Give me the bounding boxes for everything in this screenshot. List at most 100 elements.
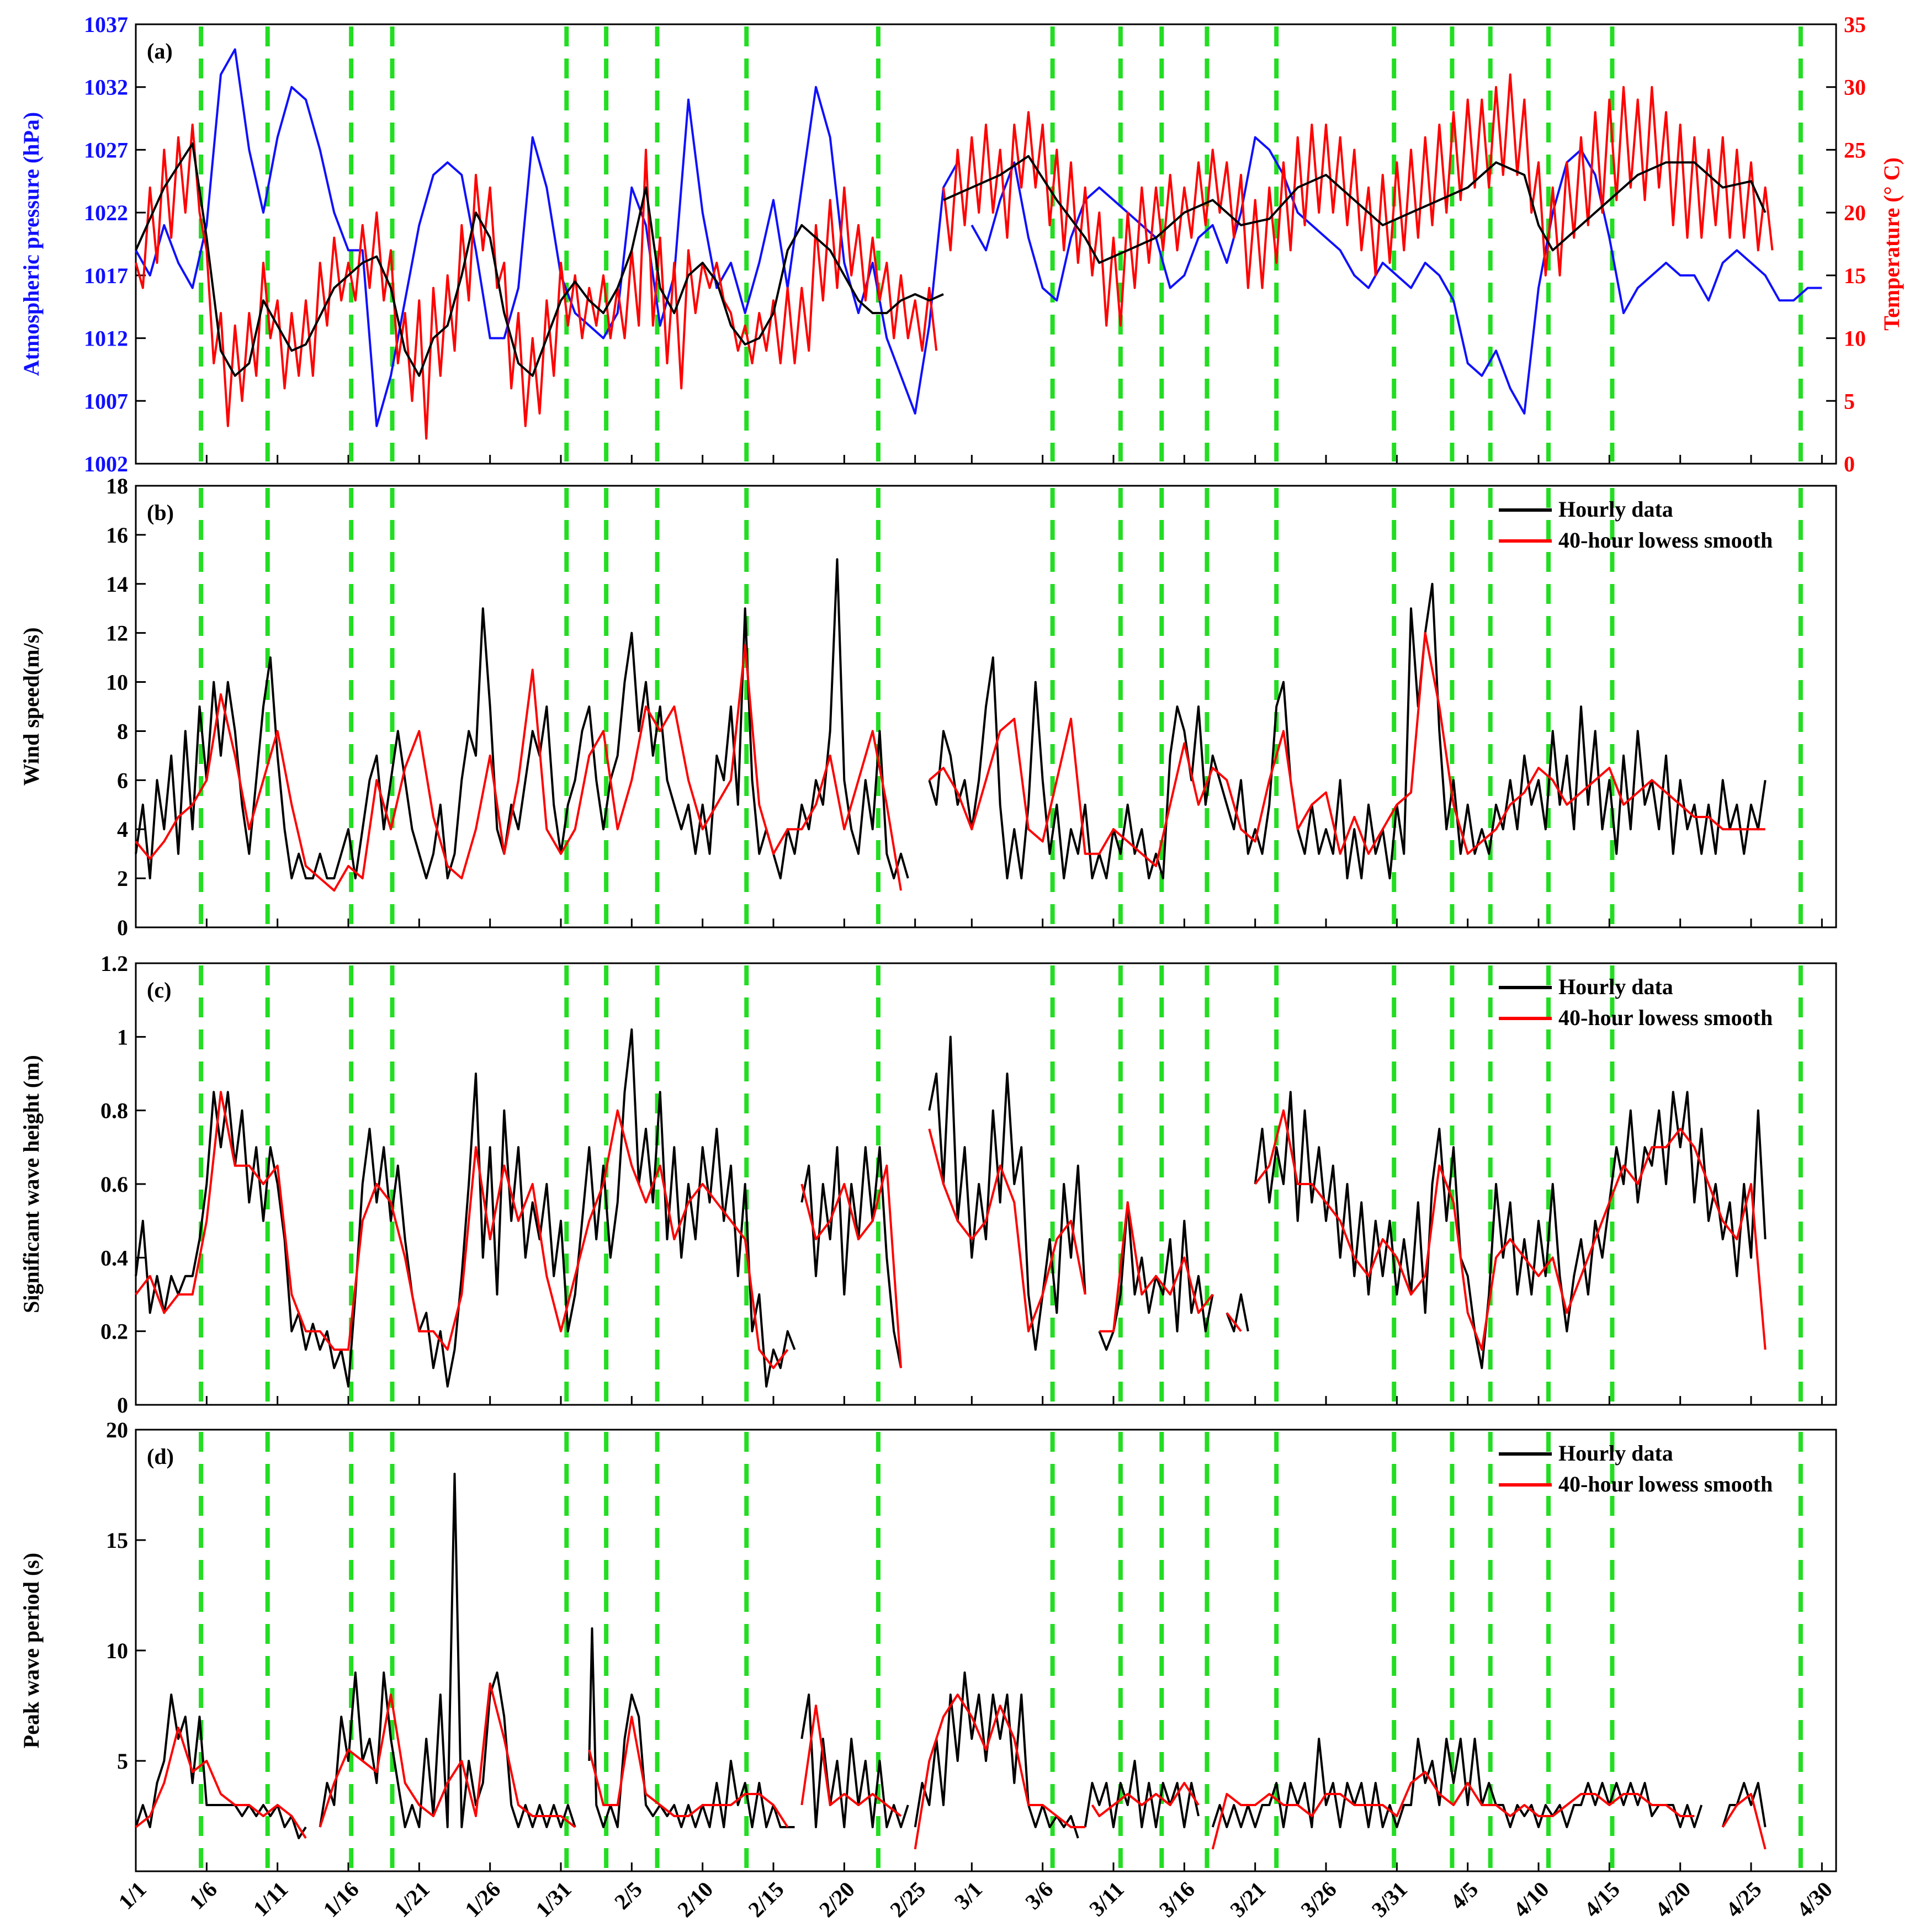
x-tick-label: 3/11 — [1084, 1877, 1129, 1922]
series-line — [588, 1627, 795, 1828]
y-tick-label: 6 — [117, 768, 128, 793]
y-tick-label: 5 — [117, 1749, 128, 1774]
y-tick-label: 1032 — [84, 75, 128, 100]
x-tick-label: 4/10 — [1508, 1877, 1553, 1922]
series-line — [319, 1473, 576, 1828]
x-tick-label: 4/15 — [1579, 1877, 1625, 1922]
panel-label: (b) — [147, 500, 174, 525]
y-tick-label: 20 — [106, 1418, 128, 1442]
y-axis-label: Significant wave height (m) — [19, 1055, 44, 1313]
series-line — [1226, 1312, 1242, 1332]
x-tick-label: 4/5 — [1445, 1877, 1483, 1914]
y-tick-label: 12 — [106, 621, 128, 646]
y-tick-label: 18 — [106, 474, 128, 498]
series-line — [800, 1146, 902, 1368]
x-tick-label: 3/16 — [1154, 1877, 1200, 1922]
y-right-tick-label: 20 — [1844, 200, 1866, 225]
x-tick-label: 2/20 — [814, 1877, 860, 1922]
x-tick-label: 3/21 — [1225, 1877, 1270, 1922]
x-tick-label: 3/1 — [950, 1877, 987, 1914]
y-tick-label: 0 — [117, 1393, 128, 1418]
panel-c: 0 0.2 0.4 0.6 0.8 1 1.2 Significant wave height… — [19, 951, 1837, 1418]
x-tick-label: 1/1 — [114, 1877, 151, 1914]
y-right-tick-label: 5 — [1844, 389, 1855, 413]
x-tick-label: 4/20 — [1650, 1877, 1695, 1922]
y-tick-label: 0 — [117, 915, 128, 940]
series-line — [970, 136, 1822, 415]
y-tick-label: 0.8 — [100, 1098, 128, 1123]
x-tick-label: 3/26 — [1296, 1877, 1341, 1922]
y-axis-label: Atmospheric pressure (hPa) — [19, 112, 44, 376]
x-tick-label: 3/6 — [1020, 1877, 1058, 1914]
series-line — [1254, 1091, 1767, 1370]
y-tick-label: 0.6 — [100, 1172, 128, 1197]
y-tick-label: 8 — [117, 719, 128, 744]
series-line — [135, 1091, 789, 1370]
series-line — [800, 1164, 902, 1368]
y-tick-label: 1012 — [84, 326, 128, 351]
series-line — [135, 644, 902, 892]
series-line — [135, 1727, 307, 1839]
series-line — [135, 1694, 307, 1839]
series-line — [1211, 1738, 1703, 1828]
x-tick-label: 1/21 — [389, 1877, 434, 1922]
y-tick-label: 4 — [117, 817, 128, 842]
series-line — [928, 582, 1767, 880]
y-tick-label: 1022 — [84, 200, 128, 225]
panel-label: (c) — [147, 978, 171, 1002]
series-line — [1721, 1782, 1767, 1828]
x-tick-label: 4/30 — [1792, 1877, 1837, 1922]
axes-box — [135, 23, 1837, 465]
y-axis-label-right: Temperature (° C) — [1879, 157, 1904, 331]
y-axis-label: Peak wave period (s) — [19, 1553, 44, 1748]
y-tick-label: 0.4 — [100, 1245, 128, 1270]
x-tick-label: 1/6 — [184, 1877, 222, 1914]
x-tick-label: 2/10 — [672, 1877, 718, 1922]
y-tick-label: 1002 — [84, 452, 128, 476]
panel-b: 0 2 4 6 8 10 12 14 16 18 Wind speed(m/s) (b) Hourly … — [19, 474, 1837, 940]
y-tick-label: 2 — [117, 866, 128, 891]
series-line — [588, 1716, 789, 1828]
series-line — [914, 1694, 1085, 1850]
panel-label: (a) — [147, 39, 173, 63]
series-line — [928, 1036, 1086, 1351]
series-line — [943, 155, 1767, 264]
y-tick-label: 1037 — [84, 12, 128, 37]
y-tick-label: 10 — [106, 670, 128, 695]
series-line — [1722, 1793, 1767, 1850]
series-line — [1084, 1760, 1200, 1828]
x-tick-label: 2/25 — [885, 1877, 930, 1922]
series-line — [1254, 1109, 1767, 1351]
y-tick-label: 10 — [106, 1638, 128, 1663]
axes-box — [135, 485, 1837, 928]
y-right-tick-label: 35 — [1844, 12, 1866, 37]
y-tick-label: 1017 — [84, 263, 128, 288]
series-line — [319, 1682, 576, 1828]
y-tick-label: 14 — [106, 572, 128, 597]
y-right-tick-label: 25 — [1844, 137, 1866, 162]
series-line — [928, 1128, 1086, 1333]
legend-entry: Hourly data — [1558, 497, 1673, 522]
series-line — [135, 142, 944, 377]
y-right-tick-label: 30 — [1844, 75, 1866, 100]
series-line — [135, 123, 938, 440]
y-tick-label: 16 — [106, 523, 128, 548]
panel-a: 1002 1007 1012 1017 1022 1027 1032 1037 0 5 10 15 20… — [19, 12, 1904, 476]
series-line — [800, 1694, 909, 1828]
x-tick-label: 2/15 — [743, 1877, 788, 1922]
legend-entry: 40-hour lowess smooth — [1558, 528, 1773, 553]
legend-entry: 40-hour lowess smooth — [1558, 1005, 1773, 1030]
series-line — [1211, 1771, 1695, 1850]
y-tick-label: 1027 — [84, 137, 128, 162]
x-tick-label: 1/11 — [248, 1877, 293, 1922]
y-tick-label: 0.2 — [100, 1319, 128, 1344]
y-tick-label: 1.2 — [100, 951, 128, 976]
y-tick-label: 1 — [117, 1025, 128, 1049]
x-tick-label: 3/31 — [1367, 1877, 1412, 1922]
legend-entry: Hourly data — [1558, 974, 1673, 999]
y-tick-label: 1007 — [84, 389, 128, 413]
y-right-tick-label: 0 — [1844, 452, 1855, 476]
series-line — [800, 1705, 902, 1817]
series-line — [135, 48, 959, 427]
